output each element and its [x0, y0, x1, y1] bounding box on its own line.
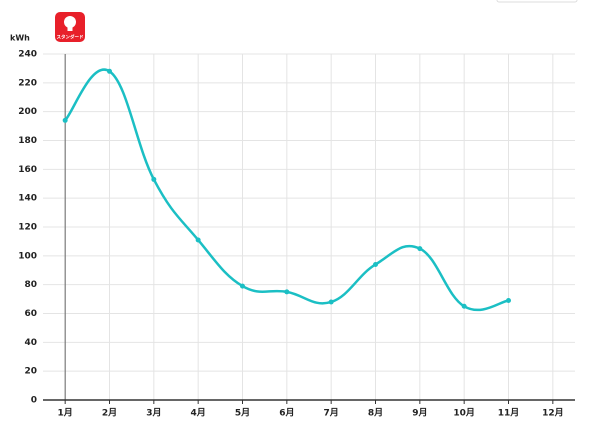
data-point — [506, 298, 511, 304]
data-point — [373, 261, 378, 267]
y-tick-label: 20 — [24, 367, 37, 377]
data-point — [151, 176, 157, 182]
y-tick-label: 100 — [18, 251, 37, 261]
data-point — [284, 289, 290, 295]
x-tick-label: 11月 — [498, 408, 520, 419]
y-axis-label: kWh — [10, 34, 30, 43]
x-tick-label: 4月 — [191, 408, 206, 419]
y-tick-label: 240 — [18, 50, 37, 60]
x-tick-label: 8月 — [368, 408, 383, 419]
top-box — [496, 0, 578, 3]
y-tick-label: 160 — [18, 165, 37, 175]
data-line — [64, 68, 509, 312]
x-tick-label: 1月 — [58, 408, 73, 419]
x-tick-label: 7月 — [324, 408, 339, 419]
data-point — [107, 68, 112, 74]
data-point — [417, 246, 423, 252]
y-tick-label: 80 — [24, 280, 37, 290]
badge-label: スタンダード — [57, 34, 84, 41]
x-tick-label: 2月 — [102, 408, 117, 419]
x-tick-label: 12月 — [542, 408, 564, 419]
y-tick-label: 40 — [24, 338, 37, 348]
data-point — [195, 237, 201, 243]
data-point — [461, 303, 467, 309]
x-tick-label: 5月 — [235, 408, 250, 419]
x-tick-label: 10月 — [453, 408, 475, 419]
data-point — [62, 117, 68, 123]
y-tick-label: 0 — [31, 396, 37, 406]
data-point — [240, 283, 245, 289]
x-tick-label: 9月 — [412, 408, 427, 419]
y-tick-label: 60 — [24, 309, 37, 319]
y-tick-label: 140 — [18, 194, 37, 204]
y-tick-label: 120 — [18, 223, 37, 233]
y-tick-label: 200 — [18, 107, 37, 117]
y-tick-label: 180 — [18, 136, 37, 146]
x-tick-label: 6月 — [279, 408, 294, 419]
badge: スタンダード — [55, 12, 85, 42]
y-tick-label: 220 — [18, 78, 37, 88]
data-point — [328, 299, 334, 305]
x-tick-label: 3月 — [146, 408, 161, 419]
